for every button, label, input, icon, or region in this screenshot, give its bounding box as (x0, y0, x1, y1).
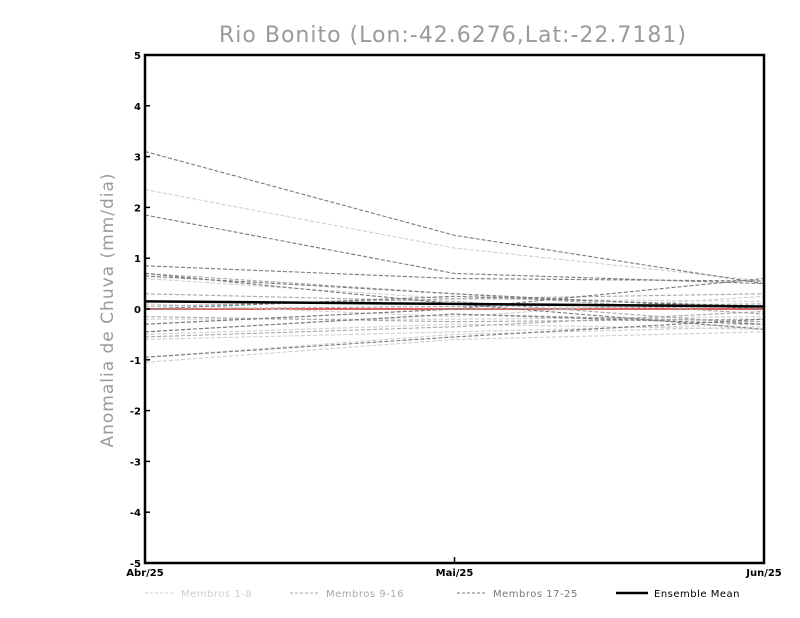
series-line-ensemble-mean (144, 300, 765, 308)
y-tick-label: -2 (130, 407, 141, 418)
series-line-member-15 (144, 293, 765, 308)
series-line-member-20 (144, 275, 765, 310)
series-line-member-19 (144, 265, 765, 282)
series-line-member-1 (144, 189, 765, 282)
y-tick-label: 2 (134, 203, 141, 214)
series-line-member-23 (144, 295, 765, 310)
y-tick-label: 1 (134, 254, 141, 265)
legend-label: Membros 17-25 (493, 589, 578, 600)
y-tick-label: 5 (134, 51, 141, 62)
series-line-member-25 (144, 272, 765, 330)
series-line-member-21 (144, 277, 765, 325)
series-line-member-18 (144, 214, 765, 285)
y-tick-label: -3 (130, 457, 141, 468)
series-line-member-17 (144, 150, 765, 285)
series-line-member-14 (144, 310, 765, 338)
legend: Membros 1-8 Membros 9-16 Membros 17-25 Ense… (145, 589, 740, 600)
y-tick-label: -5 (130, 559, 141, 570)
legend-label: Membros 9-16 (326, 589, 404, 600)
y-tick-label: -4 (130, 508, 141, 519)
series-line-member-10 (144, 303, 765, 310)
series-line-member-2 (144, 277, 765, 302)
series-line-member-6 (144, 331, 765, 363)
x-tick-label: Abr/25 (126, 568, 163, 579)
series-line-member-5 (144, 326, 765, 358)
series-lines (144, 150, 765, 363)
series-line-member-22 (144, 318, 765, 358)
legend-label: Membros 1-8 (181, 589, 252, 600)
y-tick-label: 0 (134, 305, 141, 316)
y-tick-label: -1 (130, 356, 141, 367)
series-line-member-3 (144, 323, 765, 335)
x-tick-label: Jun/25 (745, 568, 782, 579)
series-line-member-4 (144, 323, 765, 341)
y-tick-label: 4 (134, 102, 141, 113)
chart-title: Rio Bonito (Lon:-42.6276,Lat:-22.7181) (219, 23, 687, 48)
y-axis-label: Anomalia de Chuva (mm/dia) (98, 172, 118, 447)
y-axis: -5 -4 -3 -2 -1 0 1 2 3 4 5 (130, 51, 150, 570)
y-tick-label: 3 (134, 153, 141, 164)
x-tick-label: Mai/25 (436, 568, 474, 579)
legend-label: Ensemble Mean (654, 589, 740, 600)
x-axis: Abr/25 Mai/25 Jun/25 (126, 557, 782, 579)
series-line-member-16 (144, 316, 765, 323)
